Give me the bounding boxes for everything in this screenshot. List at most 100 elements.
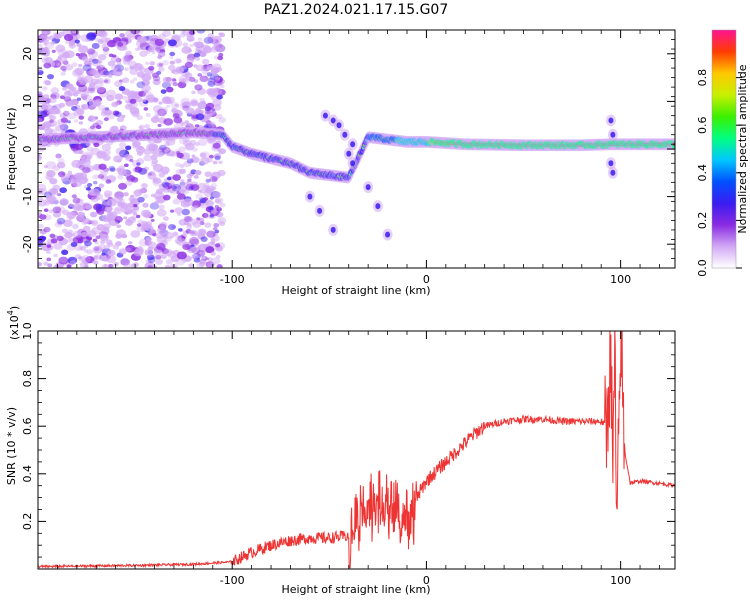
spectrogram-noise-cell — [189, 229, 198, 237]
spectrogram-noise-cell — [172, 82, 178, 87]
spectrogram-noise-cell — [183, 160, 192, 168]
spectrogram-noise-cell — [87, 63, 92, 67]
spectrogram-noise-cell — [218, 148, 227, 155]
spectrogram-noise-cell — [95, 203, 106, 212]
spectrogram-noise-cell — [169, 51, 176, 57]
spectrogram-noise-cell — [195, 217, 202, 223]
spectrogram-noise-cell — [85, 165, 95, 173]
spectrogram-noise-cell — [78, 63, 83, 68]
spectrogram-noise-cell — [76, 215, 85, 222]
spectrogram-feature-cell — [350, 160, 356, 167]
colorbar-tick-label: 0.6 — [696, 116, 709, 134]
spectrogram-noise-cell — [71, 62, 78, 67]
spectrogram-feature-cell — [307, 193, 313, 200]
spectrogram-noise-cell — [197, 245, 202, 250]
spectrogram-noise-cell — [45, 173, 54, 181]
spectrogram-noise-cell — [95, 98, 102, 104]
spectrogram-noise-cell — [213, 223, 220, 228]
spectrogram-noise-cell — [38, 235, 46, 242]
spectrogram-noise-cell — [188, 263, 195, 268]
spectrogram-noise-cell — [79, 261, 88, 268]
spectrogram-noise-cell — [142, 221, 149, 227]
spectrogram-noise-cell — [165, 138, 176, 146]
spectrogram-noise-cell — [86, 229, 97, 238]
spectrogram-noise-cell — [91, 42, 100, 49]
spectrogram-noise-cell — [150, 193, 156, 198]
spectrogram-feature-cell — [610, 131, 616, 138]
spectrogram-noise-cell — [57, 193, 62, 197]
spectrogram-noise-cell — [55, 44, 66, 53]
spectrogram-noise-cell — [108, 165, 116, 172]
spectrogram-noise-cell — [143, 154, 153, 162]
snr-y-tick-label: 0.2 — [21, 513, 34, 531]
spectrogram-noise-cell — [48, 114, 57, 121]
spectrogram-noise-cell — [194, 84, 203, 91]
spectrogram-noise-cell — [195, 113, 205, 121]
spectrogram-noise-cell — [207, 121, 216, 128]
spectrogram-noise-cell — [197, 73, 203, 77]
spectrogram-noise-cell — [214, 76, 220, 81]
spectrogram-noise-cell — [80, 155, 86, 160]
spectrogram-noise-cell — [79, 246, 87, 251]
spectrogram-noise-cell — [158, 66, 165, 72]
spectrogram-noise-cell — [94, 241, 99, 245]
spectrogram-noise-cell — [211, 44, 220, 51]
spectrogram-noise-cell — [169, 56, 174, 60]
spectrogram-noise-cell — [152, 75, 161, 82]
spectrogram-noise-cell — [218, 117, 227, 123]
spectrogram-noise-cell — [43, 208, 49, 213]
spectrogram-noise-cell — [178, 75, 188, 83]
spectrogram-noise-cell — [210, 257, 221, 265]
spectrogram-noise-cell — [82, 166, 91, 174]
spectrogram-noise-cell — [172, 78, 177, 82]
spectrogram-noise-cell — [78, 246, 84, 251]
spectrogram-marks — [38, 30, 675, 268]
spectrogram-noise-cell — [66, 120, 71, 124]
spectrogram-noise-cell — [163, 118, 174, 126]
spectrogram-noise-cell — [38, 197, 43, 201]
spectrogram-noise-cell — [205, 257, 209, 261]
spectrogram-noise-cell — [44, 46, 49, 50]
spectrogram-noise-cell — [140, 37, 150, 46]
snr-x-label: Height of straight line (km) — [281, 583, 430, 596]
spectrogram-noise-cell — [114, 80, 123, 88]
spectrogram-noise-cell — [47, 119, 58, 127]
spectrogram-noise-cell — [135, 166, 140, 170]
spectrogram-noise-cell — [73, 119, 79, 123]
spectrogram-noise-cell — [118, 165, 125, 171]
spectrogram-noise-cell — [212, 99, 222, 107]
spectrogram-noise-cell — [205, 200, 214, 207]
spectrogram-noise-cell — [210, 240, 216, 245]
spectrogram-noise-cell — [81, 56, 89, 62]
spectrogram-feature-cell — [365, 184, 371, 191]
spectrogram-noise-cell — [139, 42, 150, 51]
spectrogram-noise-cell — [199, 229, 206, 235]
spectrogram-noise-cell — [38, 223, 44, 229]
spectrogram-noise-cell — [191, 205, 197, 210]
spectrogram-noise-cell — [107, 264, 115, 268]
spectrogram-noise-cell — [139, 124, 145, 130]
spectrogram-noise-cell — [191, 253, 199, 260]
spectrogram-noise-cell — [183, 215, 192, 222]
spectrogram-noise-cell — [78, 84, 88, 92]
spectrogram-noise-cell — [166, 104, 171, 108]
spectrogram-noise-cell — [209, 196, 214, 200]
spectrogram-noise-cell — [57, 54, 68, 63]
spectrogram-noise-cell — [43, 62, 52, 69]
spectrogram-noise-cell — [163, 178, 168, 182]
spectrogram-noise-cell — [124, 170, 132, 176]
spectrogram-noise-cell — [98, 163, 107, 170]
spectrogram-noise-cell — [216, 255, 221, 259]
spectrogram-noise-cell — [86, 146, 94, 152]
spectrogram-noise-cell — [38, 69, 44, 76]
spectrogram-noise-cell — [95, 235, 101, 240]
spectrogram-noise-cell — [46, 169, 56, 178]
spectrogram-noise-cell — [67, 112, 77, 120]
spectrogram-noise-cell — [181, 77, 190, 85]
spectrogram-noise-cell — [95, 196, 101, 201]
spectrogram-noise-cell — [46, 257, 52, 262]
spectrogram-noise-cell — [117, 168, 127, 176]
spectrogram-noise-cell — [95, 30, 106, 37]
spectrogram-noise-cell — [75, 198, 84, 205]
